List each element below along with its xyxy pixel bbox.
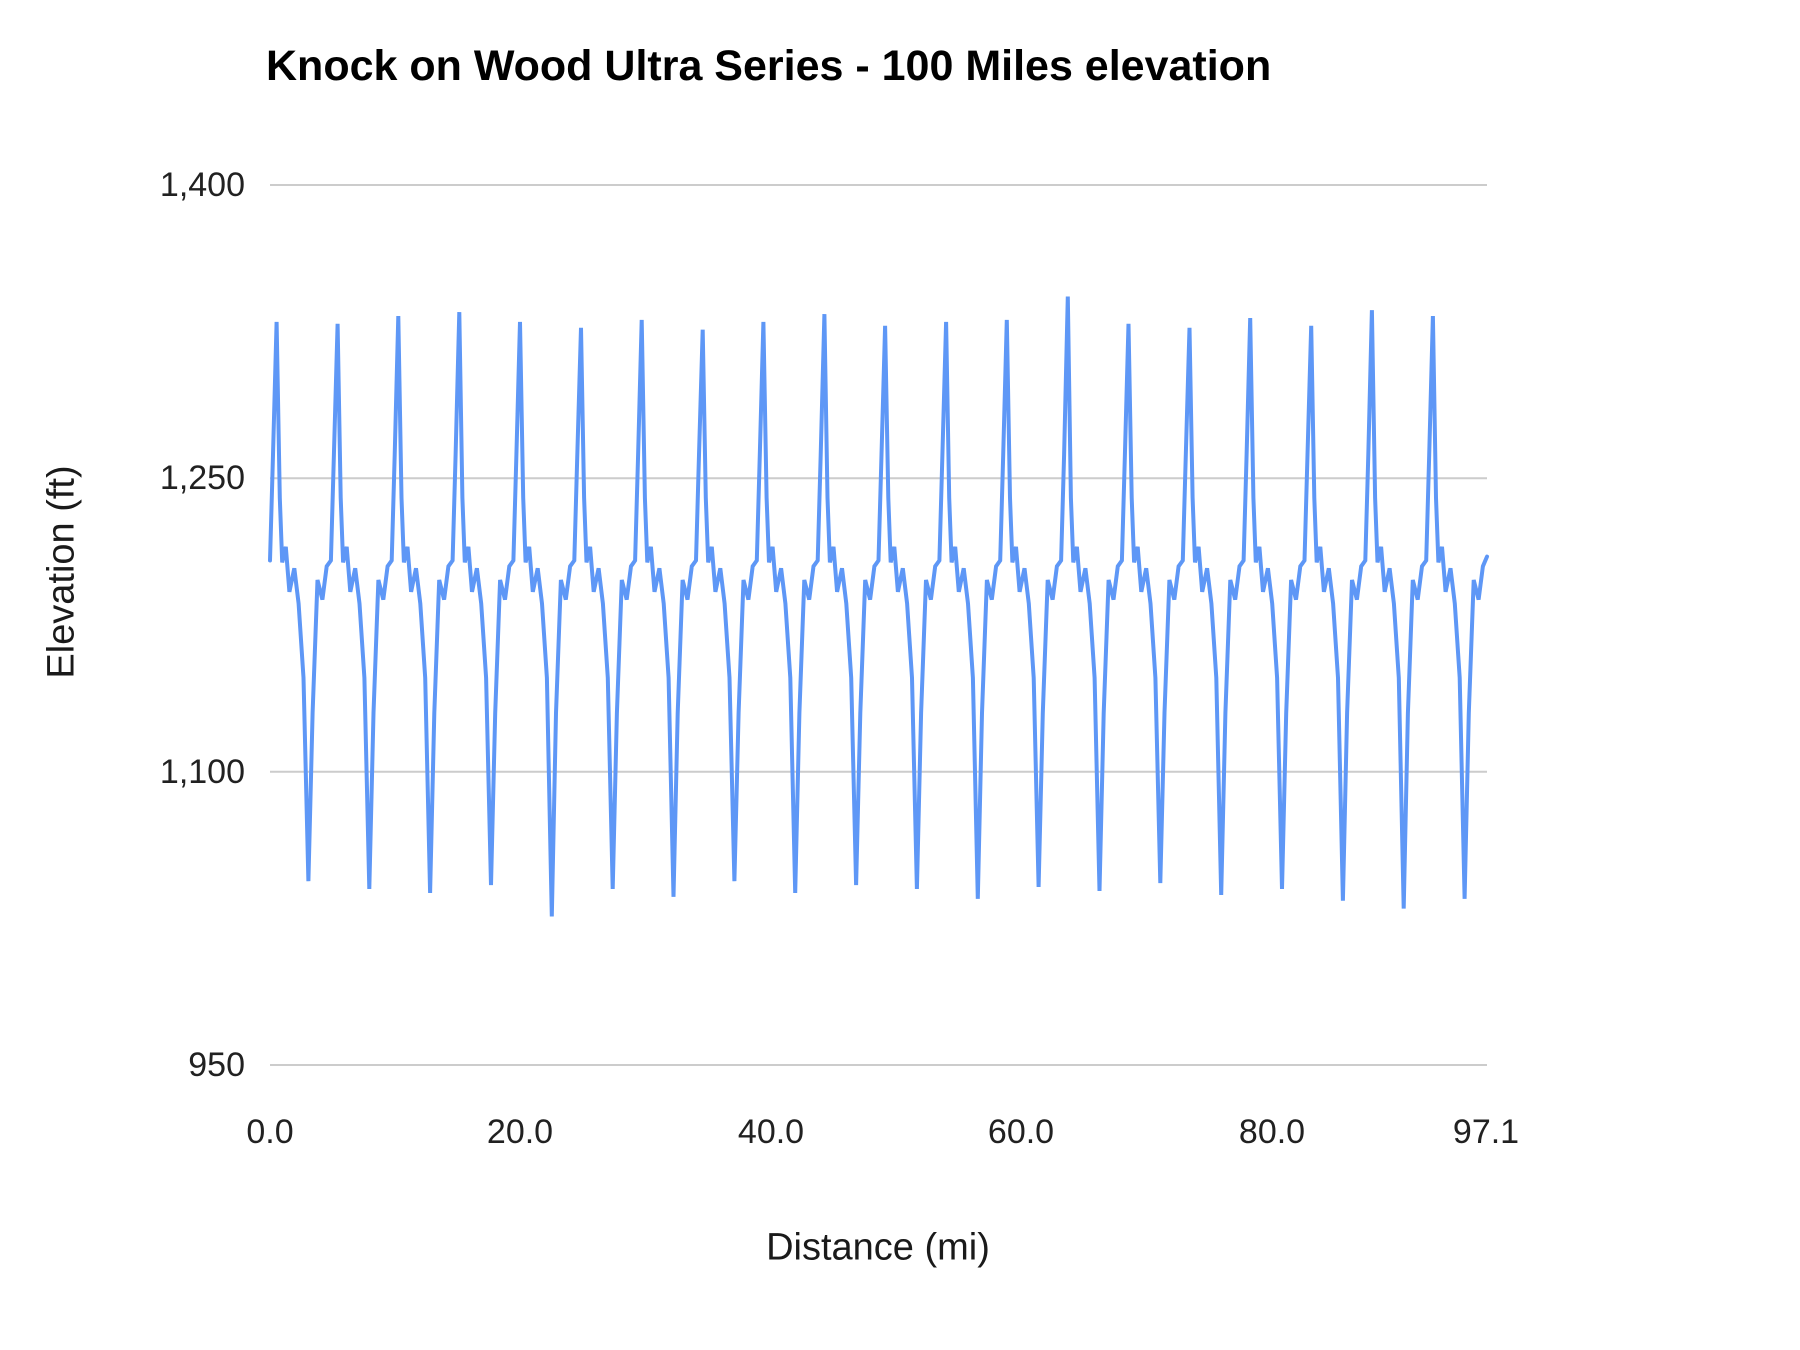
x-tick-label: 80.0 (1238, 1113, 1306, 1151)
x-tick-label: 20.0 (486, 1113, 554, 1151)
y-tick-label: 1,400 (159, 166, 245, 204)
y-tick-label: 1,250 (159, 459, 245, 497)
x-axis-title: Distance (mi) (766, 1226, 990, 1269)
y-tick-label: 950 (188, 1046, 245, 1084)
chart-title: Knock on Wood Ultra Series - 100 Miles e… (266, 42, 1272, 90)
elevation-line-series[interactable] (268, 296, 1489, 917)
gridlines (270, 184, 1487, 1066)
x-tick-label: 0.0 (246, 1113, 294, 1151)
x-tick-label: 40.0 (737, 1113, 805, 1151)
x-tick-label: 97.1 (1452, 1113, 1520, 1151)
x-tick-label: 60.0 (987, 1113, 1055, 1151)
y-tick-label: 1,100 (159, 753, 245, 791)
